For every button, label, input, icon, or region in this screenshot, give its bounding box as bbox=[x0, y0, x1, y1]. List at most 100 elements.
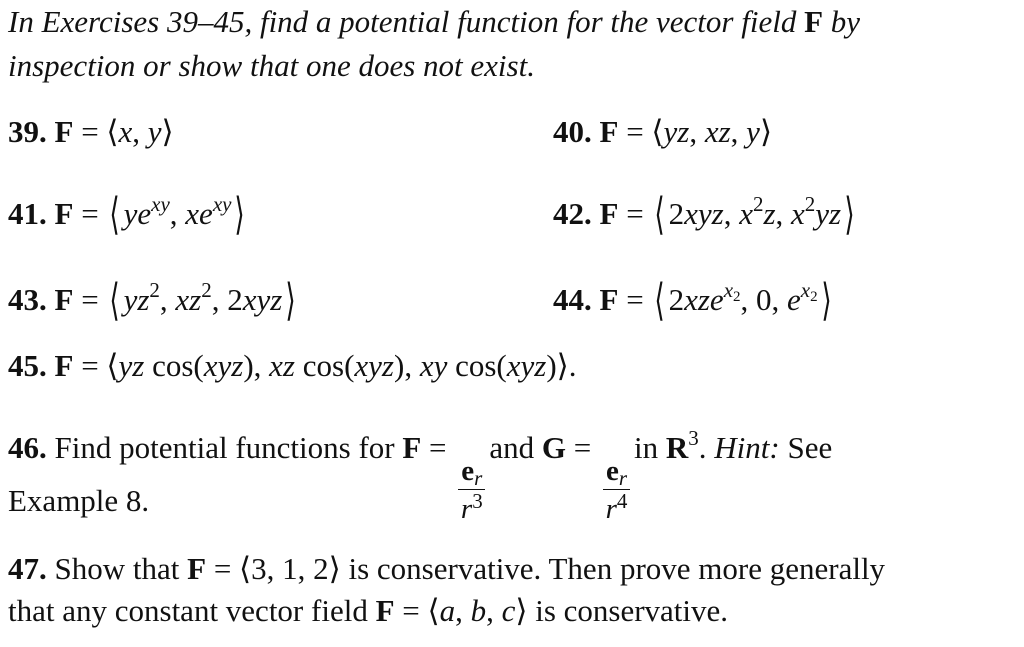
exercise-46-continued: Example 8. bbox=[8, 485, 149, 516]
exponent: x bbox=[800, 278, 811, 302]
text-segment: ), bbox=[394, 348, 420, 383]
text-segment: F bbox=[187, 551, 207, 586]
text-segment: , 0, bbox=[740, 282, 788, 317]
angle-bracket: ⟩ bbox=[285, 276, 297, 325]
subscript: r bbox=[474, 466, 483, 490]
text-segment: F bbox=[375, 593, 395, 628]
exercise-number: 43. bbox=[8, 282, 47, 317]
text-segment: = bbox=[618, 196, 652, 231]
text-segment: F bbox=[402, 430, 422, 465]
exercise-number: 45. bbox=[8, 348, 47, 383]
exercise-number: 44. bbox=[553, 282, 592, 317]
denominator: r bbox=[605, 493, 617, 525]
text-segment: y bbox=[746, 114, 760, 149]
exercise-number: 41. bbox=[8, 196, 47, 231]
text-segment: xze bbox=[684, 282, 724, 317]
text-segment: . bbox=[698, 430, 715, 465]
text-segment: that any constant vector field bbox=[8, 593, 376, 628]
text-segment: , bbox=[486, 593, 502, 628]
exercise-43: 43. F = ⟨ yz2, xz2, 2xyz⟩ bbox=[8, 279, 300, 323]
text-segment: a bbox=[439, 593, 456, 628]
text-segment: )⟩. bbox=[546, 348, 577, 383]
text-segment: xz bbox=[704, 114, 731, 149]
text-segment: ⟩ bbox=[161, 114, 174, 149]
angle-bracket: ⟩ bbox=[821, 276, 832, 325]
exponent: 2 bbox=[733, 289, 741, 305]
text-segment: , bbox=[723, 196, 740, 231]
exercise-44: 44. F = ⟨ 2xzex2, 0, ex2⟩ bbox=[553, 279, 835, 323]
denominator: r bbox=[460, 493, 473, 525]
angle-bracket: ⟨ bbox=[654, 276, 666, 325]
numerator: e bbox=[461, 455, 475, 487]
text-segment: See bbox=[779, 430, 833, 465]
text-segment: = bbox=[565, 430, 599, 465]
text-segment: and bbox=[489, 430, 542, 465]
intro-line-1: In Exercises 39–45, find a potential fun… bbox=[8, 6, 860, 37]
exercise-number: 40. bbox=[553, 114, 592, 149]
angle-bracket: ⟩ bbox=[844, 190, 855, 239]
text-segment: , 2 bbox=[211, 282, 243, 317]
text-segment: yz bbox=[663, 114, 690, 149]
exponent: 2 bbox=[201, 278, 212, 302]
text-segment: 2 bbox=[668, 196, 685, 231]
text-segment: xyz bbox=[354, 348, 394, 383]
text-segment: G bbox=[541, 430, 566, 465]
text-segment: xyz bbox=[242, 282, 283, 317]
angle-bracket: ⟨ bbox=[109, 276, 121, 325]
exercise-number: 42. bbox=[553, 196, 592, 231]
exponent: 2 bbox=[804, 192, 816, 216]
text-segment: F bbox=[54, 348, 74, 383]
text-segment: in bbox=[634, 430, 666, 465]
fraction: er r4 bbox=[602, 455, 631, 525]
exponent: 4 bbox=[616, 489, 628, 513]
text-segment: ⟩ bbox=[759, 114, 773, 149]
exercise-47: 47. Show that F = ⟨3, 1, 2⟩ is conservat… bbox=[8, 553, 885, 584]
text-segment: , bbox=[775, 196, 792, 231]
text-segment: R bbox=[665, 430, 689, 465]
exercise-46: 46. Find potential functions for F = er r… bbox=[8, 426, 833, 525]
text-segment: xyz bbox=[684, 196, 724, 231]
text-segment: xyz bbox=[506, 348, 547, 383]
text-segment: F bbox=[599, 114, 619, 149]
text-segment: , bbox=[730, 114, 747, 149]
exponent: 3 bbox=[688, 426, 699, 450]
numerator: e bbox=[605, 455, 619, 487]
angle-bracket: ⟨ bbox=[109, 190, 121, 239]
exercise-number: 39. bbox=[8, 114, 47, 149]
text-segment: = bbox=[73, 196, 107, 231]
text-segment: x bbox=[791, 196, 805, 231]
subscript: r bbox=[618, 466, 628, 490]
exercise-45: 45. F = ⟨yz cos(xyz), xz cos(xyz), xy co… bbox=[8, 350, 577, 381]
text-segment: F bbox=[599, 282, 619, 317]
text-segment: = bbox=[618, 282, 652, 317]
text-segment: Hint: bbox=[714, 430, 780, 465]
exercise-number: 46. bbox=[8, 430, 47, 465]
exercise-40: 40. F = ⟨yz, xz, y⟩ bbox=[553, 116, 772, 147]
text-segment: e bbox=[787, 282, 801, 317]
text-segment: xz bbox=[269, 348, 295, 383]
text-segment: = bbox=[73, 282, 107, 317]
text-segment: cos( bbox=[295, 348, 355, 383]
angle-bracket: ⟨ bbox=[654, 190, 666, 239]
text-segment: xz bbox=[175, 282, 202, 317]
text-segment: ⟩ is conservative. bbox=[515, 593, 729, 628]
text-segment: z bbox=[763, 196, 776, 231]
text-segment: by bbox=[823, 4, 861, 39]
text-segment: = ⟨3, 1, 2⟩ is conservative. Then prove … bbox=[206, 551, 886, 586]
text-segment: ), bbox=[243, 348, 270, 383]
text-segment: , bbox=[689, 114, 705, 149]
text-segment: cos( bbox=[447, 348, 507, 383]
exercise-number: 47. bbox=[8, 551, 47, 586]
text-segment: yz bbox=[123, 282, 150, 317]
text-segment: b bbox=[470, 593, 487, 628]
text-segment: yz bbox=[815, 196, 842, 231]
text-segment: , bbox=[132, 114, 148, 149]
exercise-47-continued: that any constant vector field F = ⟨a, b… bbox=[8, 595, 728, 626]
text-segment: , bbox=[455, 593, 471, 628]
fraction: er r3 bbox=[458, 455, 486, 525]
intro-line-2: inspection or show that one does not exi… bbox=[8, 50, 535, 81]
text-segment: x bbox=[118, 114, 133, 149]
text-segment: x bbox=[739, 196, 753, 231]
exponent: 2 bbox=[810, 289, 818, 305]
text-segment: = ⟨ bbox=[394, 593, 440, 628]
